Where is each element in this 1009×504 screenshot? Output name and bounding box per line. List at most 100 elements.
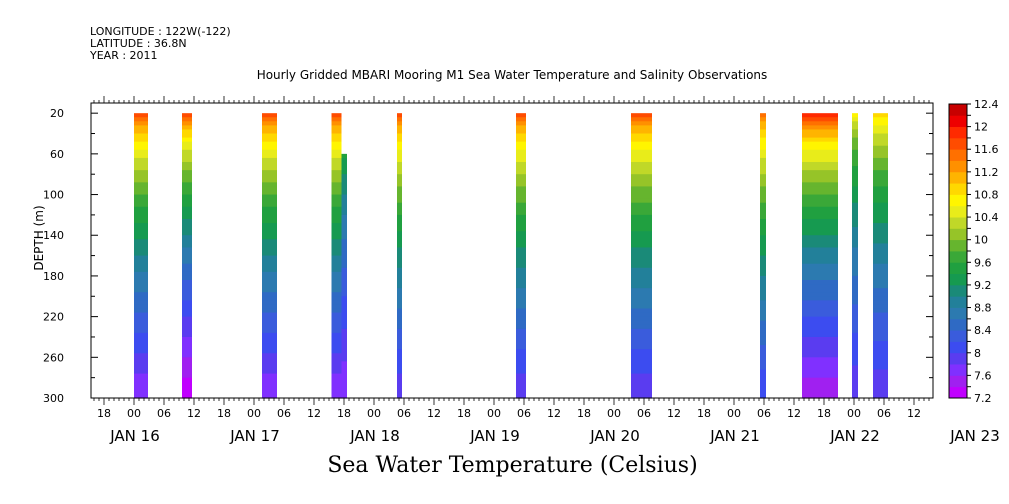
data-cell	[852, 231, 858, 236]
data-cell	[516, 113, 526, 118]
data-cell	[631, 153, 652, 159]
data-cell	[873, 170, 888, 175]
data-cell	[760, 243, 766, 249]
data-cell	[341, 190, 347, 196]
data-cell	[760, 345, 766, 350]
data-cell	[873, 202, 888, 208]
data-cell	[516, 239, 526, 244]
data-cell	[760, 324, 766, 330]
colorbar-label: 8	[974, 347, 981, 360]
data-cell	[341, 210, 347, 216]
data-cell	[516, 157, 526, 163]
data-cell	[341, 365, 347, 371]
data-cell	[341, 296, 347, 301]
data-cell	[262, 292, 277, 297]
data-cell	[873, 149, 888, 155]
data-cell	[262, 162, 277, 167]
data-cell	[873, 341, 888, 346]
data-cell	[852, 271, 858, 277]
data-cell	[134, 113, 148, 118]
data-cell	[873, 194, 888, 200]
data-cell	[852, 259, 858, 265]
data-cell	[134, 178, 148, 183]
data-cell	[134, 129, 148, 135]
data-cell	[760, 182, 766, 188]
data-cell	[331, 357, 342, 362]
data-cell	[262, 239, 277, 244]
data-cell	[873, 206, 888, 212]
data-cell	[397, 190, 402, 196]
data-cell	[262, 214, 277, 220]
data-cell	[134, 186, 148, 192]
data-cell	[760, 129, 766, 135]
data-cell	[516, 137, 526, 143]
data-cell	[516, 263, 526, 269]
data-cell	[852, 280, 858, 285]
data-cell	[631, 271, 652, 277]
latitude-label: LATITUDE : 36.8N	[90, 37, 187, 50]
data-cell	[134, 373, 148, 379]
x-tick-label: 12	[907, 407, 921, 420]
data-cell	[516, 182, 526, 188]
data-cell	[516, 162, 526, 167]
data-cell	[331, 349, 342, 354]
data-cell	[341, 377, 347, 383]
day-label: JAN 20	[589, 427, 640, 445]
data-cell	[134, 259, 148, 265]
data-cell	[397, 247, 402, 253]
data-cell	[134, 243, 148, 249]
data-cell	[182, 125, 192, 131]
data-cell	[397, 341, 402, 346]
day-label: JAN 19	[469, 427, 520, 445]
data-cell	[341, 162, 347, 167]
data-cell	[516, 223, 526, 228]
data-cell	[182, 389, 192, 395]
data-cell	[397, 332, 402, 338]
data-cell	[802, 117, 838, 122]
data-cell	[134, 288, 148, 293]
data-cell	[802, 174, 838, 179]
data-cell	[331, 223, 342, 228]
x-tick-label: 00	[247, 407, 261, 420]
data-cell	[182, 361, 192, 367]
data-cell	[516, 259, 526, 265]
data-cell	[134, 389, 148, 395]
colorbar-swatch	[949, 318, 967, 331]
data-cell	[182, 308, 192, 314]
colorbar-label: 7.2	[974, 392, 992, 405]
data-cell	[631, 141, 652, 147]
data-cell	[516, 308, 526, 314]
data-cell	[802, 373, 838, 379]
data-cell	[516, 271, 526, 277]
colorbar-label: 9.2	[974, 279, 992, 292]
data-cell	[331, 166, 342, 171]
data-cell	[852, 145, 858, 151]
data-cell	[516, 361, 526, 367]
data-cell	[802, 377, 838, 383]
data-cell	[631, 349, 652, 354]
data-cell	[134, 255, 148, 261]
data-cell	[873, 385, 888, 391]
data-cell	[331, 304, 342, 310]
data-cell	[262, 332, 277, 338]
data-cell	[397, 218, 402, 224]
data-cell	[873, 288, 888, 293]
data-cell	[631, 157, 652, 163]
data-cell	[802, 389, 838, 395]
data-cell	[262, 121, 277, 126]
data-cell	[341, 178, 347, 183]
data-cell	[331, 267, 342, 273]
data-cell	[331, 353, 342, 358]
data-cell	[341, 153, 347, 159]
data-cell	[802, 353, 838, 358]
data-cell	[341, 373, 347, 379]
data-cell	[852, 284, 858, 289]
data-cell	[631, 288, 652, 293]
data-cell	[262, 304, 277, 310]
y-tick-label: 20	[50, 107, 64, 120]
data-cell	[182, 231, 192, 236]
colorbar-label: 10.8	[974, 188, 999, 201]
data-cell	[182, 206, 192, 212]
data-cell	[134, 145, 148, 151]
data-cell	[262, 194, 277, 200]
